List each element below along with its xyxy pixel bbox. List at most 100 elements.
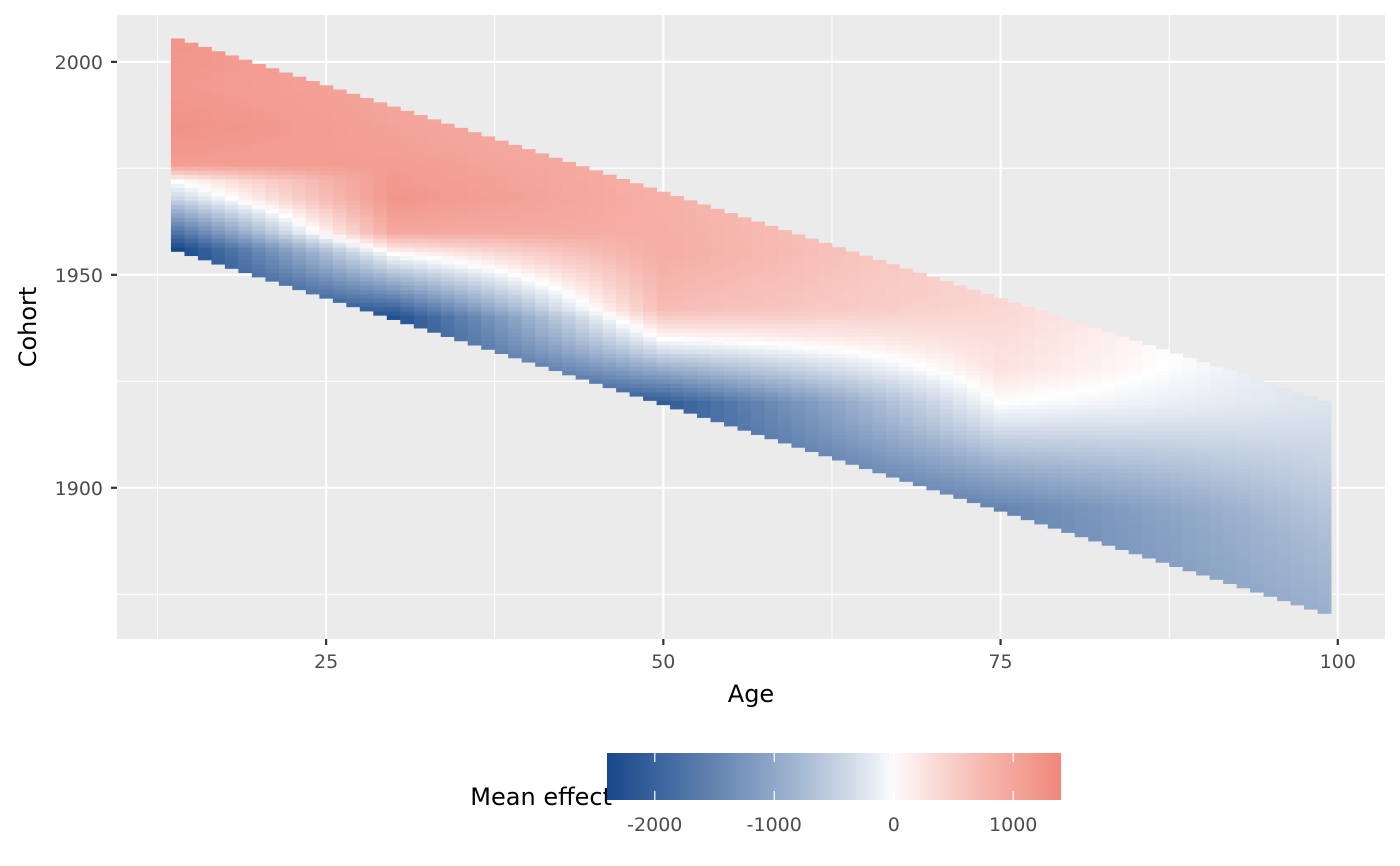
heatmap-tile bbox=[993, 485, 1008, 491]
heatmap-tile bbox=[616, 328, 630, 333]
heatmap-tile bbox=[1317, 430, 1332, 435]
heatmap-tile bbox=[373, 242, 388, 248]
heatmap-tile bbox=[1277, 511, 1291, 516]
heatmap-tile bbox=[710, 264, 725, 269]
heatmap-tile bbox=[1128, 345, 1143, 350]
heatmap-tile bbox=[1101, 391, 1116, 397]
heatmap-tile bbox=[643, 340, 657, 346]
heatmap-tile bbox=[697, 208, 711, 214]
heatmap-tile bbox=[562, 319, 577, 325]
heatmap-tile bbox=[1223, 498, 1238, 504]
heatmap-tile bbox=[359, 251, 374, 257]
heatmap-tile bbox=[1196, 472, 1211, 478]
heatmap-tile bbox=[939, 451, 954, 457]
heatmap-tile bbox=[413, 132, 428, 137]
heatmap-tile bbox=[521, 298, 536, 303]
heatmap-tile bbox=[1263, 506, 1278, 512]
heatmap-tile bbox=[1007, 408, 1022, 414]
heatmap-tile bbox=[494, 144, 509, 150]
heatmap-tile bbox=[278, 178, 293, 184]
heatmap-tile bbox=[697, 374, 711, 380]
heatmap-tile bbox=[791, 400, 806, 406]
heatmap-tile bbox=[899, 276, 914, 282]
heatmap-tile bbox=[278, 281, 293, 286]
heatmap-tile bbox=[346, 238, 361, 244]
heatmap-tile bbox=[373, 285, 388, 291]
heatmap-tile bbox=[804, 408, 819, 414]
heatmap-tile bbox=[939, 302, 954, 308]
heatmap-tile bbox=[494, 213, 509, 218]
heatmap-tile bbox=[912, 362, 927, 367]
heatmap-tile bbox=[885, 353, 900, 359]
heatmap-tile bbox=[1007, 417, 1022, 423]
heatmap-tile bbox=[1088, 528, 1103, 533]
heatmap-tile bbox=[845, 345, 860, 350]
heatmap-tile bbox=[427, 144, 442, 150]
heatmap-tile bbox=[1182, 468, 1197, 474]
heatmap-tile bbox=[481, 191, 496, 197]
heatmap-tile bbox=[953, 485, 968, 491]
heatmap-tile bbox=[481, 242, 496, 248]
heatmap-tile bbox=[589, 362, 604, 367]
heatmap-tile bbox=[993, 438, 1008, 444]
heatmap-tile bbox=[332, 213, 347, 218]
heatmap-tile bbox=[629, 200, 644, 205]
heatmap-tile bbox=[804, 242, 819, 248]
heatmap-tile bbox=[858, 447, 873, 452]
heatmap-tile bbox=[494, 255, 509, 261]
heatmap-tile bbox=[966, 353, 981, 359]
heatmap-tile bbox=[224, 247, 239, 252]
heatmap-tile bbox=[1263, 489, 1278, 495]
heatmap-tile bbox=[1142, 519, 1157, 525]
heatmap-tile bbox=[1034, 323, 1049, 329]
heatmap-tile bbox=[1263, 417, 1278, 423]
legend-tick-label: -1000 bbox=[747, 814, 802, 836]
heatmap-tile bbox=[1263, 400, 1278, 406]
heatmap-tile bbox=[1277, 528, 1291, 533]
heatmap-tile bbox=[211, 115, 226, 120]
heatmap-tile bbox=[1182, 379, 1197, 384]
heatmap-tile bbox=[966, 345, 981, 350]
heatmap-tile bbox=[1263, 460, 1278, 465]
heatmap-tile bbox=[211, 217, 226, 222]
heatmap-tile bbox=[602, 298, 617, 303]
heatmap-tile bbox=[1290, 575, 1305, 580]
heatmap-tile bbox=[170, 110, 185, 116]
heatmap-tile bbox=[1088, 374, 1103, 380]
heatmap-tile bbox=[346, 200, 361, 205]
heatmap-tile bbox=[1128, 443, 1143, 448]
heatmap-tile bbox=[1101, 489, 1116, 495]
heatmap-tile bbox=[1047, 391, 1062, 397]
heatmap-tile bbox=[1317, 532, 1332, 538]
heatmap-tile bbox=[1034, 477, 1049, 482]
heatmap-tile bbox=[197, 140, 212, 146]
heatmap-tile bbox=[427, 255, 442, 261]
heatmap-tile bbox=[1074, 340, 1089, 346]
heatmap-tile bbox=[1263, 396, 1278, 401]
heatmap-tile bbox=[912, 345, 927, 350]
heatmap-tile bbox=[1074, 498, 1089, 504]
heatmap-tile bbox=[454, 183, 469, 188]
heatmap-tile bbox=[184, 93, 199, 99]
heatmap-tile bbox=[777, 234, 792, 240]
heatmap-tile bbox=[1209, 485, 1224, 491]
heatmap-tile bbox=[1155, 391, 1170, 397]
heatmap-tile bbox=[912, 366, 927, 372]
heatmap-tile bbox=[1209, 391, 1224, 397]
heatmap-tile bbox=[737, 255, 752, 261]
heatmap-tile bbox=[1115, 502, 1130, 508]
heatmap-tile bbox=[616, 234, 630, 240]
heatmap-tile bbox=[332, 132, 347, 137]
heatmap-tile bbox=[966, 421, 981, 427]
heatmap-tile bbox=[184, 242, 199, 248]
heatmap-tile bbox=[980, 298, 995, 303]
heatmap-tile bbox=[939, 349, 954, 355]
heatmap-tile bbox=[616, 285, 630, 291]
heatmap-tile bbox=[858, 349, 873, 355]
heatmap-tile bbox=[1277, 400, 1291, 406]
heatmap-tile bbox=[1088, 430, 1103, 435]
heatmap-tile bbox=[467, 157, 482, 163]
heatmap-tile bbox=[926, 293, 941, 299]
heatmap-tile bbox=[386, 106, 401, 112]
heatmap-tile bbox=[1115, 370, 1130, 376]
